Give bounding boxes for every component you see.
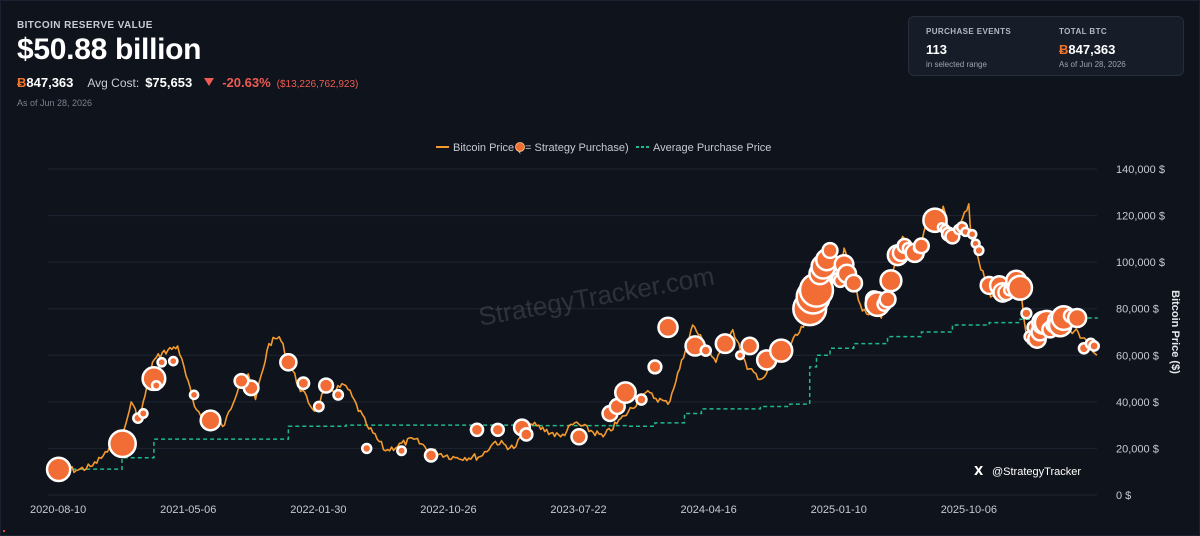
y-tick-label: 40,000 $ [1116,397,1159,409]
purchase-point [199,409,222,432]
purchase-point [332,388,345,401]
purchase-point [647,359,663,375]
purchase-point [714,333,736,355]
purchase-point [296,376,311,391]
y-axis-title: Bitcoin Price ($) [1169,290,1181,374]
legend-price-label: Bitcoin Price ( [453,142,521,154]
x-tick-label: 2025-01-10 [811,504,867,516]
purchase-point [635,393,648,406]
total-btc-stat: TOTAL BTC Ƀ847,363 As of Jun 28, 2026 [1059,27,1126,69]
purchase-point [570,428,588,446]
total-btc-label: TOTAL BTC [1059,27,1108,36]
purchase-point [1088,340,1100,352]
purchase-point [317,377,335,394]
purchase-point [396,445,407,457]
stats-card: PURCHASE EVENTS 113 in selected range TO… [908,16,1184,76]
bitcoin-icon: Ƀ [17,75,27,90]
purchase-point [156,356,168,368]
purchase-point [768,338,794,363]
purchase-point [150,380,162,392]
purchase-point [821,241,839,260]
x-logo-icon: X [974,464,984,478]
purchase-point [844,273,864,293]
purchase-point [613,381,637,405]
purchase-point [1020,307,1033,320]
purchase-point [740,336,760,356]
purchase-point [973,244,985,257]
change-percent: -20.63% [222,75,271,90]
x-tick-label: 2021-05-06 [160,504,216,516]
purchase-point [233,372,250,389]
legend: Bitcoin Price ( = Strategy Purchase) Aver… [436,142,771,154]
purchase-events-sub: in selected range [926,60,987,69]
purchase-point [45,456,72,483]
legend-purchase-label: = Strategy Purchase) [525,142,629,154]
x-tick-label: 2022-10-26 [420,504,476,516]
total-btc-value: Ƀ847,363 [1059,42,1116,57]
total-btc-sub: As of Jun 28, 2026 [1059,60,1126,69]
reserve-summary: BITCOIN RESERVE VALUE $50.88 billion Ƀ84… [17,20,358,108]
legend-purchase-icon [515,142,525,152]
y-tick-label: 80,000 $ [1116,304,1159,316]
as-of-date: As of Jun 28, 2026 [17,98,93,108]
purchase-point [1066,307,1088,329]
purchase-point [1006,274,1034,301]
purchase-point [912,237,930,255]
holdings-row: Ƀ847,363 Avg Cost: $75,653 -20.63% ($13,… [17,75,358,90]
x-tick-label: 2022-01-30 [290,504,346,516]
x-tick-label: 2020-08-10 [30,504,86,516]
bitcoin-icon: Ƀ [1059,42,1069,57]
purchase-point [107,429,137,459]
legend-avg-label: Average Purchase Price [653,142,771,154]
y-tick-label: 0 $ [1116,490,1131,502]
purchase-point [279,352,298,372]
watermark: StrategyTracker.com [476,261,716,332]
purchase-point [519,427,534,442]
purchase-point [188,389,200,401]
purchase-point [734,350,746,361]
purchase-point [167,355,179,367]
average-price-line [58,317,1098,470]
down-triangle-icon [204,78,215,86]
avg-cost-label: Avg Cost: [87,76,140,90]
purchase-point [878,290,897,309]
purchase-point [879,269,903,293]
purchase-point [966,228,978,240]
y-tick-label: 20,000 $ [1116,443,1159,455]
corner-marker [3,530,5,532]
change-usd: ($13,226,762,923) [276,79,359,90]
purchase-events-label: PURCHASE EVENTS [926,27,1012,36]
x-tick-label: 2025-10-06 [941,504,997,516]
purchase-point [360,442,373,455]
purchase-point [657,316,679,339]
avg-cost-value: $75,653 [145,75,193,90]
holdings-amount: Ƀ847,363 [17,75,74,90]
handle-text: @StrategyTracker [992,466,1081,478]
purchase-point [469,422,485,438]
y-tick-label: 100,000 $ [1116,257,1165,269]
purchase-point [137,408,149,419]
x-tick-label: 2024-04-16 [681,504,737,516]
x-tick-label: 2023-07-22 [550,504,606,516]
handle-label: X @StrategyTracker [974,464,1081,478]
reserve-label: BITCOIN RESERVE VALUE [17,20,153,31]
purchase-point [490,422,506,438]
purchase-point [312,400,325,413]
y-tick-label: 140,000 $ [1116,164,1165,176]
purchase-point [423,448,439,463]
reserve-value: $50.88 billion [17,33,202,66]
y-tick-label: 120,000 $ [1116,211,1165,223]
purchase-point [699,344,713,357]
purchase-events-value: 113 [926,42,947,57]
purchase-events-stat: PURCHASE EVENTS 113 in selected range [926,27,1011,69]
y-tick-label: 60,000 $ [1116,350,1159,362]
